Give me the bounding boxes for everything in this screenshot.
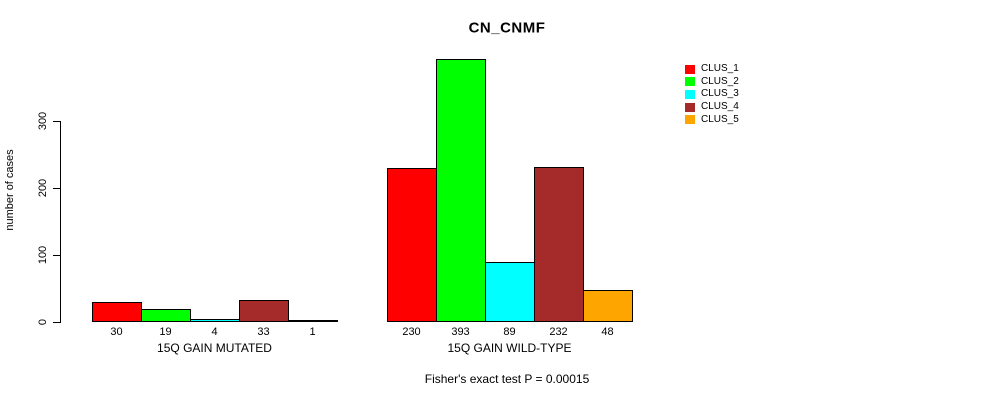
bar-value-label: 232 [549,326,568,338]
category-label: 15Q GAIN WILD-TYPE [447,341,572,355]
category-label: 15Q GAIN MUTATED [157,341,272,355]
legend-label: CLUS_3 [701,88,739,100]
legend-swatch [685,102,695,112]
y-axis-tick [53,322,60,323]
bar-clus_2-group2 [436,59,486,322]
y-axis-tick-label: 100 [37,245,49,265]
legend-item-clus_5: CLUS_5 [685,113,739,126]
bar-clus_5-group1 [288,320,338,322]
bar-clus_2-group1 [141,309,191,322]
bar-value-label: 393 [451,326,470,338]
legend-item-clus_2: CLUS_2 [685,76,739,89]
legend-label: CLUS_2 [701,75,739,87]
legend: CLUS_1 CLUS_2 CLUS_3 CLUS_4 CLUS_5 [685,63,739,126]
bar-value-label: 1 [309,326,316,338]
bar-clus_4-group1 [239,300,289,322]
legend-item-clus_3: CLUS_3 [685,88,739,101]
legend-swatch [685,115,695,125]
bar-clus_5-group2 [583,290,633,322]
legend-item-clus_4: CLUS_4 [685,101,739,114]
annotation-text: Fisher's exact test P = 0.00015 [424,372,590,386]
bar-value-label: 48 [601,326,614,338]
y-axis-label: number of cases [4,149,16,231]
bar-clus_1-group2 [387,168,437,322]
y-axis-tick-label: 0 [37,318,49,326]
legend-swatch [685,77,695,87]
bar-value-label: 89 [503,326,516,338]
y-axis-tick [53,121,60,122]
legend-swatch [685,64,695,74]
bar-clus_3-group1 [190,319,240,322]
y-axis-tick-label: 200 [37,178,49,198]
chart-title: CN_CNMF [468,19,546,37]
bar-value-label: 30 [110,326,123,338]
legend-label: CLUS_4 [701,101,739,113]
y-axis-tick-label: 300 [37,111,49,131]
y-axis-line [60,121,61,323]
legend-label: CLUS_1 [701,63,739,75]
y-axis-tick [53,188,60,189]
bar-value-label: 19 [159,326,172,338]
bar-value-label: 33 [257,326,270,338]
bar-clus_1-group1 [92,302,142,322]
bar-clus_4-group2 [534,167,584,322]
legend-item-clus_1: CLUS_1 [685,63,739,76]
bar-clus_3-group2 [485,262,535,322]
legend-swatch [685,89,695,99]
y-axis-tick [53,255,60,256]
bar-value-label: 230 [402,326,421,338]
bar-value-label: 4 [211,326,218,338]
legend-label: CLUS_5 [701,113,739,125]
